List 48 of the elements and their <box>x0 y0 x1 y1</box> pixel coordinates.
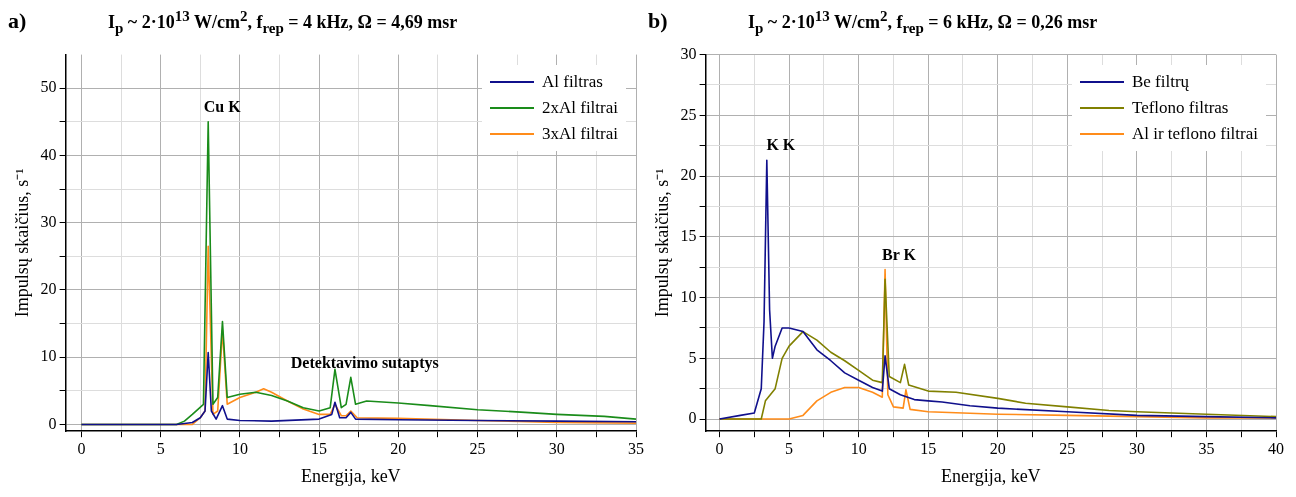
legend-label: Al ir teflono filtrai <box>1131 122 1258 145</box>
legend-label: Al filtras <box>541 70 603 93</box>
x-tick-label: 20 <box>390 440 407 457</box>
x-axis-title: Energija, keV <box>940 465 1041 486</box>
chart-title: I$_{p}$ ~ 2·10$^{13}$ W/cm$^{2}$, f$_{rep}$ = 4 kHz, Ω = 4,69 msr <box>108 8 458 36</box>
x-tick-label: 10 <box>850 440 867 457</box>
y-tick-label: 0 <box>688 409 697 427</box>
annotation: Br K <box>882 245 917 263</box>
text: b) <box>648 8 669 34</box>
x-tick-label: 35 <box>628 440 644 457</box>
x-tick-label: 30 <box>1128 440 1145 457</box>
x-tick-label: 40 <box>1268 440 1284 457</box>
annotation: K K <box>766 136 796 154</box>
y-tick-label: 20 <box>40 280 57 298</box>
x-axis-title: Energija, keV <box>300 465 401 486</box>
y-tick-label: 10 <box>40 347 57 365</box>
legend-label: 3xAl filtrai <box>541 122 618 145</box>
y-tick-label: 15 <box>680 227 697 245</box>
x-tick-label: 0 <box>715 440 724 457</box>
y-tick-label: 30 <box>680 44 697 62</box>
x-tick-label: 25 <box>469 440 486 457</box>
y-tick-label: 30 <box>40 212 57 230</box>
y-tick-label: 5 <box>688 348 697 366</box>
text: a) <box>8 8 28 34</box>
y-tick-label: 0 <box>48 414 57 432</box>
y-axis-title: Impulsų skaičius, s⁻¹ <box>11 168 32 318</box>
y-tick-label: 25 <box>680 105 697 123</box>
chart-title: I$_{p}$ ~ 2·10$^{13}$ W/cm$^{2}$, f$_{rep}$ = 6 kHz, Ω = 0,26 msr <box>748 8 1098 36</box>
x-tick-label: 0 <box>77 440 86 457</box>
x-tick-label: 20 <box>989 440 1006 457</box>
x-tick-label: 25 <box>1059 440 1076 457</box>
x-tick-label: 30 <box>548 440 565 457</box>
legend-label: 2xAl filtrai <box>541 96 618 119</box>
x-tick-label: 35 <box>1198 440 1215 457</box>
x-tick-label: 10 <box>231 440 248 457</box>
y-tick-label: 40 <box>40 145 57 163</box>
legend-label: Teflono filtras <box>1131 96 1229 119</box>
x-tick-label: 15 <box>920 440 937 457</box>
annotation: Cu K <box>203 97 242 115</box>
y-tick-label: 10 <box>680 287 697 305</box>
x-tick-label: 5 <box>785 440 794 457</box>
annotation: Detektavimo sutaptys <box>290 353 439 372</box>
x-tick-label: 15 <box>311 440 328 457</box>
x-tick-label: 5 <box>156 440 165 457</box>
y-axis-title: Impulsų skaičius, s⁻¹ <box>651 168 672 318</box>
y-tick-label: 20 <box>680 166 697 184</box>
legend-label: Be filtrų <box>1131 70 1190 93</box>
y-tick-label: 50 <box>40 78 57 96</box>
